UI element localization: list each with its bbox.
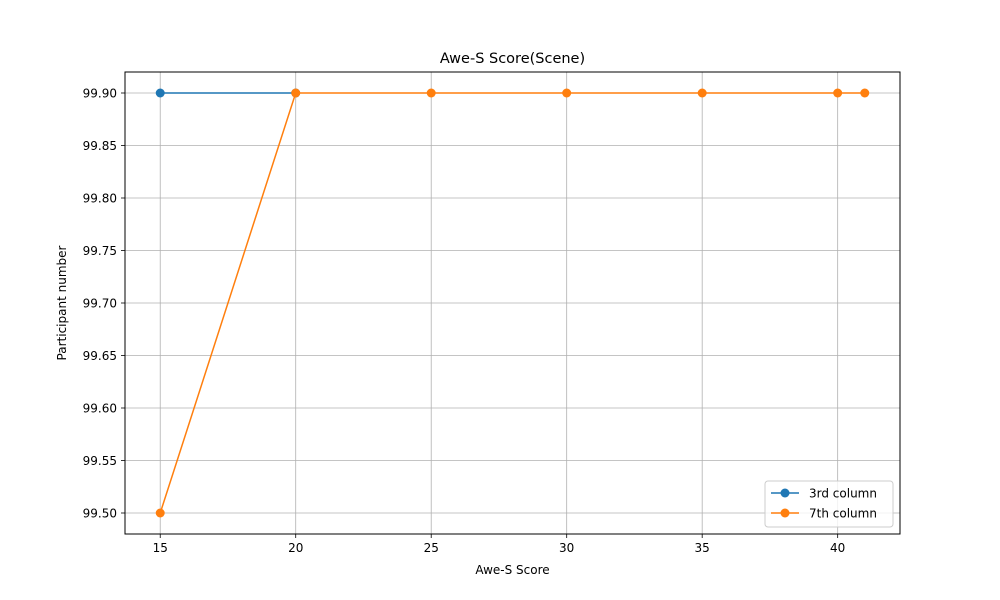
legend-label: 7th column (809, 506, 877, 520)
y-tick-label: 99.80 (83, 191, 117, 205)
y-tick-label: 99.50 (83, 506, 117, 520)
chart-title: Awe-S Score(Scene) (440, 51, 585, 67)
data-point (291, 88, 301, 98)
legend-item: 3rd column (771, 486, 877, 500)
legend: 3rd column 7th column (764, 480, 894, 528)
series-2 (155, 88, 870, 518)
y-tick-label: 99.75 (83, 244, 117, 258)
data-point (697, 88, 707, 98)
y-tick-label: 99.60 (83, 401, 117, 415)
y-tick-label: 99.65 (83, 349, 117, 363)
legend-marker (780, 508, 790, 518)
y-axis-title: Participant number (55, 245, 69, 360)
data-point (155, 508, 165, 518)
axis-ticks: 15 20 25 30 35 40 99.50 99.55 99.60 99.65 99.70 99.… (83, 86, 846, 555)
legend-item: 7th column (771, 506, 877, 520)
data-point (860, 88, 870, 98)
x-tick-label: 35 (695, 541, 710, 555)
y-tick-label: 99.85 (83, 139, 117, 153)
data-point (562, 88, 572, 98)
data-point (426, 88, 436, 98)
x-axis-title: Awe-S Score (475, 563, 549, 577)
x-tick-label: 20 (288, 541, 303, 555)
data-point (155, 88, 165, 98)
x-tick-label: 30 (559, 541, 574, 555)
y-tick-label: 99.55 (83, 454, 117, 468)
y-tick-label: 99.90 (83, 86, 117, 100)
legend-label: 3rd column (809, 486, 877, 500)
y-tick-label: 99.70 (83, 296, 117, 310)
x-tick-label: 40 (830, 541, 845, 555)
x-tick-label: 25 (424, 541, 439, 555)
x-tick-label: 15 (153, 541, 168, 555)
series-layer (155, 88, 870, 518)
data-point (833, 88, 843, 98)
legend-marker (780, 488, 790, 498)
